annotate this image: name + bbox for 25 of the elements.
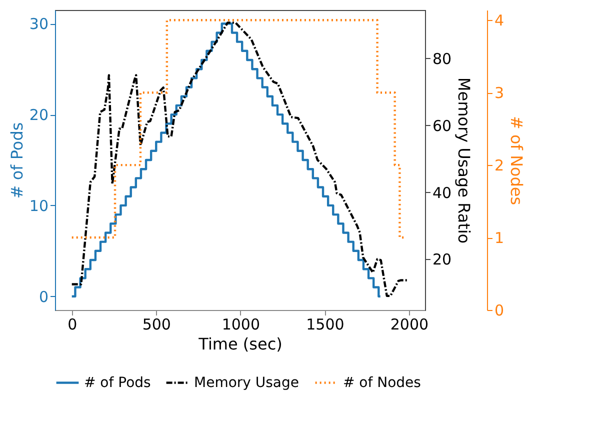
y3-tick-label: 1	[494, 229, 504, 248]
y-tick-label: 30	[29, 15, 48, 34]
legend-label: # of Nodes	[343, 374, 421, 391]
x-tick-label: 500	[142, 316, 171, 334]
y-tick-label: 20	[29, 106, 48, 124]
y-tick-label: 0	[38, 288, 48, 306]
x-tick-label: 1500	[306, 316, 344, 334]
y3-tick-label: 3	[494, 84, 504, 102]
y2-tick-label: 80	[432, 50, 452, 68]
y2-tick-label: 60	[432, 116, 452, 135]
legend-label: Memory Usage	[194, 374, 300, 391]
x-tick-label: 0	[68, 316, 78, 334]
y2-axis-title: Memory Usage Ratio	[454, 77, 474, 244]
y-axis-title: # of Pods	[7, 122, 26, 199]
legend-label: # of Pods	[84, 374, 151, 391]
y3-tick-label: 0	[494, 302, 504, 320]
x-tick-label: 1000	[222, 316, 260, 334]
y2-tick-label: 40	[432, 184, 452, 202]
y2-tick-label: 20	[432, 250, 452, 269]
y3-tick-label: 2	[494, 156, 504, 175]
y3-tick-label: 4	[494, 12, 504, 30]
y3-axis-title: # of Nodes	[507, 116, 526, 206]
x-tick-label: 2000	[390, 316, 429, 334]
y-tick-label: 10	[29, 196, 48, 215]
x-axis-title: Time (sec)	[198, 334, 282, 354]
